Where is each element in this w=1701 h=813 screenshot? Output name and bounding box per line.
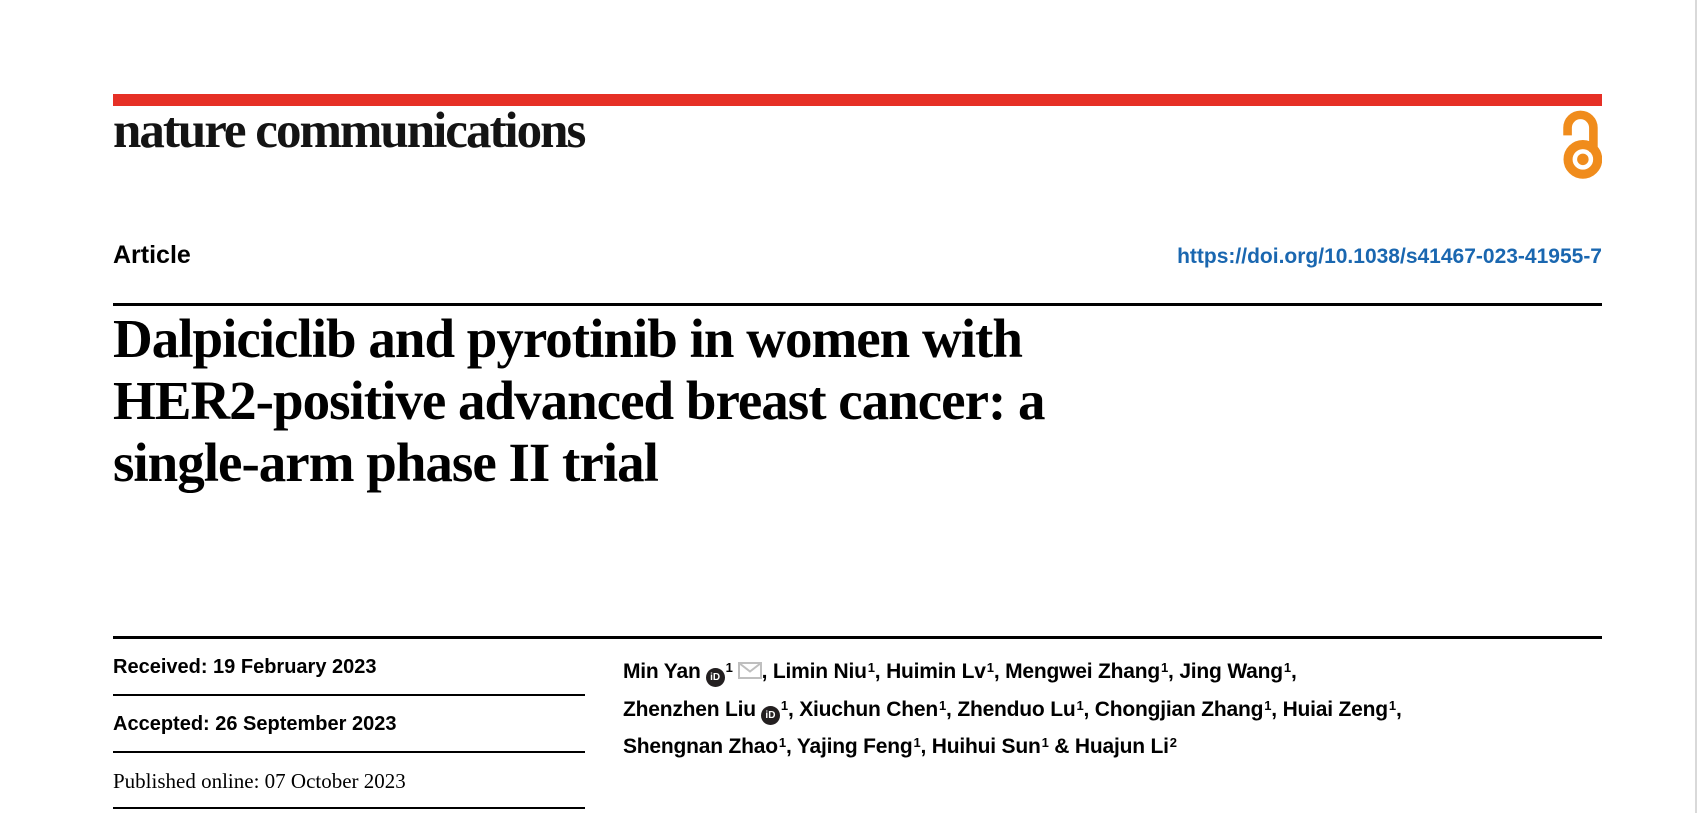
author: Yajing Feng1	[796, 735, 921, 758]
meta-section: Received: 19 February 2023 Accepted: 26 …	[113, 636, 1602, 813]
orcid-icon[interactable]: iD	[760, 706, 780, 725]
author-separator: ,	[993, 660, 1006, 683]
author-separator: ,	[1395, 698, 1402, 721]
author-list: Min Yan iD1, Limin Niu1, Huimin Lv1, Meng…	[623, 653, 1602, 765]
paper-title: Dalpiciclib and pyrotinib in women with …	[113, 308, 1602, 494]
article-type-label: Article	[113, 241, 191, 269]
author-separator: ,	[785, 735, 797, 758]
author: Mengwei Zhang1	[1005, 660, 1169, 683]
author-separator: ,	[761, 660, 773, 683]
author: Huimin Lv1	[886, 660, 994, 683]
article-header-row: Article https://doi.org/10.1038/s41467-0…	[113, 241, 1602, 270]
author-separator: ,	[1271, 698, 1283, 721]
author-separator: &	[1048, 735, 1075, 758]
author-separator: ,	[946, 698, 958, 721]
doi-link[interactable]: https://doi.org/10.1038/s41467-023-41955…	[1177, 245, 1602, 268]
author-separator: ,	[1290, 660, 1297, 683]
author-separator: ,	[1083, 698, 1095, 721]
author: Huiai Zeng1	[1282, 698, 1397, 721]
author: Limin Niu1	[772, 660, 875, 683]
page-right-edge	[1695, 0, 1697, 813]
author: Huihui Sun1	[931, 735, 1049, 758]
dates-column: Received: 19 February 2023 Accepted: 26 …	[113, 639, 585, 813]
journal-logo: nature communications	[113, 103, 586, 159]
author: Xiuchun Chen1	[799, 698, 947, 721]
title-line-3: single-arm phase II trial	[113, 432, 659, 493]
author: Chongjian Zhang1	[1094, 698, 1272, 721]
author-separator: ,	[1168, 660, 1180, 683]
author: Jing Wang1	[1179, 660, 1291, 683]
author-separator: ,	[874, 660, 887, 683]
title-divider-rule	[113, 303, 1602, 306]
title-line-2: HER2-positive advanced breast cancer: a	[113, 370, 1046, 431]
author: Zhenduo Lu1	[957, 698, 1084, 721]
author: Zhenzhen Liu iD1	[623, 698, 788, 725]
author: Huajun Li2	[1074, 735, 1177, 758]
orcid-icon[interactable]: iD	[705, 668, 725, 687]
received-date: Received: 19 February 2023	[113, 639, 585, 696]
open-access-icon[interactable]	[1558, 108, 1602, 182]
journal-brand-bar	[113, 94, 1602, 106]
author: Min Yan iD1	[623, 660, 762, 687]
author-separator: ,	[920, 735, 932, 758]
title-line-1: Dalpiciclib and pyrotinib in women with	[113, 308, 1023, 369]
accepted-date: Accepted: 26 September 2023	[113, 696, 585, 753]
page-content: nature communications Article https://do…	[113, 0, 1602, 813]
email-icon[interactable]	[737, 654, 762, 691]
author: Shengnan Zhao1	[623, 735, 786, 758]
author-separator: ,	[787, 698, 800, 721]
authors-column: Min Yan iD1, Limin Niu1, Huimin Lv1, Meng…	[623, 639, 1602, 813]
published-date: Published online: 07 October 2023	[113, 753, 585, 809]
